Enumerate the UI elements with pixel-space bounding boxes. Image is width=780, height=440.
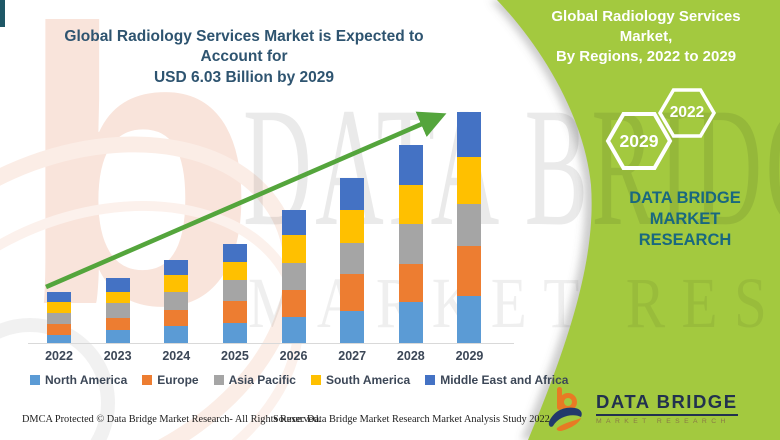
chart-title-line1: Global Radiology Services Market is Expe… (64, 28, 424, 66)
bar-segment-north-america (457, 295, 482, 343)
chart-title: Global Radiology Services Market is Expe… (38, 27, 450, 88)
legend-swatch (425, 375, 436, 385)
bar-segment-north-america (105, 329, 130, 343)
x-axis-label: 2024 (162, 349, 191, 363)
legend-swatch (30, 375, 40, 385)
bar-segment-middle-east-and-africa (398, 144, 423, 186)
bar-segment-north-america (47, 334, 71, 343)
banner-title-line2: By Regions, 2022 to 2029 (555, 47, 737, 65)
data-bridge-logo-icon (548, 387, 582, 431)
bar-segment-europe (398, 263, 423, 303)
bar-segment-north-america (222, 323, 247, 343)
x-axis-label: 2027 (338, 349, 367, 363)
bar-segment-middle-east-and-africa (105, 277, 130, 293)
bar-segment-europe (47, 323, 71, 335)
bar-segment-north-america (398, 302, 423, 343)
brand-text-line1: DATA BRIDGE MARKET (629, 189, 741, 229)
legend-swatch (213, 375, 224, 385)
legend-swatch (310, 375, 321, 385)
bar-segment-asia-pacific (105, 303, 130, 319)
bar-segment-europe (105, 318, 130, 330)
x-axis-label: 2023 (103, 349, 132, 363)
bar-segment-middle-east-and-africa (47, 291, 71, 302)
legend-label: Asia Pacific (228, 373, 296, 387)
x-axis-line (28, 343, 514, 344)
logo-texts: DATA BRIDGE MARKET RESEARCH (596, 386, 738, 425)
bar-segment-asia-pacific (457, 203, 482, 246)
legend-label: Europe (157, 373, 199, 387)
footer-dmca-text: DMCA Protected © Data Bridge Market Rese… (22, 414, 321, 425)
legend-item-south-america: South America (310, 373, 411, 387)
banner-title-line1: Global Radiology Services Market, (551, 8, 741, 45)
bar-segment-europe (457, 245, 482, 296)
legend-item-asia-pacific: Asia Pacific (213, 373, 296, 387)
corner-accent-bar (0, 0, 5, 27)
bar-segment-middle-east-and-africa (340, 177, 365, 211)
bar-segment-asia-pacific (47, 312, 71, 324)
bar-segment-south-america (47, 301, 71, 313)
banner-title: Global Radiology Services Market, By Reg… (532, 7, 760, 66)
bar-segment-south-america (457, 157, 482, 204)
watermark-text-line2: MARKET RESEARCH (248, 263, 780, 343)
x-axis-label: 2029 (455, 349, 484, 363)
x-axis-label: 2028 (396, 349, 425, 363)
bar-segment-north-america (281, 316, 306, 343)
legend-label: North America (45, 373, 128, 387)
logo-subtitle: MARKET RESEARCH (596, 418, 730, 425)
bar-segment-middle-east-and-africa (457, 112, 482, 158)
bar-segment-north-america (164, 325, 189, 343)
bar-segment-asia-pacific (164, 292, 189, 310)
brand-text-line2: RESEARCH (638, 231, 732, 250)
bar-segment-europe (281, 289, 306, 317)
bar-segment-south-america (105, 292, 130, 304)
bar-segment-south-america (340, 210, 365, 244)
chart-title-line2: USD 6.03 Billion by 2029 (153, 68, 335, 86)
bar-segment-middle-east-and-africa (222, 243, 247, 262)
x-axis-label: 2022 (45, 349, 73, 363)
logo-title: DATA BRIDGE (596, 391, 738, 416)
legend-item-europe: Europe (142, 373, 199, 387)
bar-segment-north-america (340, 310, 365, 343)
bar-segment-europe (164, 309, 189, 326)
hexagon-2022-label: 2022 (669, 104, 705, 121)
brand-text: DATA BRIDGE MARKET RESEARCH (596, 188, 774, 251)
bar-segment-south-america (222, 261, 247, 280)
hexagon-2029-label: 2029 (619, 131, 659, 151)
footer-source-text: Source: Data Bridge Market Research Mark… (273, 414, 550, 425)
data-bridge-logo: DATA BRIDGE MARKET RESEARCH (546, 386, 738, 432)
legend-label: Middle East and Africa (440, 373, 569, 387)
bar-segment-south-america (398, 185, 423, 224)
bar-segment-europe (222, 300, 247, 324)
x-axis-label: 2026 (279, 349, 308, 363)
bar-segment-asia-pacific (398, 223, 423, 264)
hexagon-2022 (657, 88, 717, 138)
bar-segment-europe (340, 273, 365, 311)
bar-segment-asia-pacific (222, 279, 247, 301)
bar-segment-asia-pacific (281, 262, 306, 290)
bar-segment-middle-east-and-africa (281, 210, 306, 235)
legend-item-north-america: North America (30, 373, 127, 387)
watermark-text-line1: DATA BRIDGE (243, 73, 780, 261)
legend-label: South America (325, 373, 411, 387)
chart-legend: North America Europe Asia Pacific South Ame… (30, 373, 568, 387)
hexagon-2029 (605, 112, 673, 170)
legend-item-middle-east-and-africa: Middle East and Africa (425, 373, 568, 387)
bar-segment-asia-pacific (340, 243, 365, 274)
bar-segment-south-america (281, 234, 306, 263)
x-axis-label: 2025 (221, 349, 249, 363)
bar-segment-middle-east-and-africa (164, 260, 189, 276)
legend-swatch (142, 375, 153, 385)
bar-segment-south-america (164, 275, 189, 293)
